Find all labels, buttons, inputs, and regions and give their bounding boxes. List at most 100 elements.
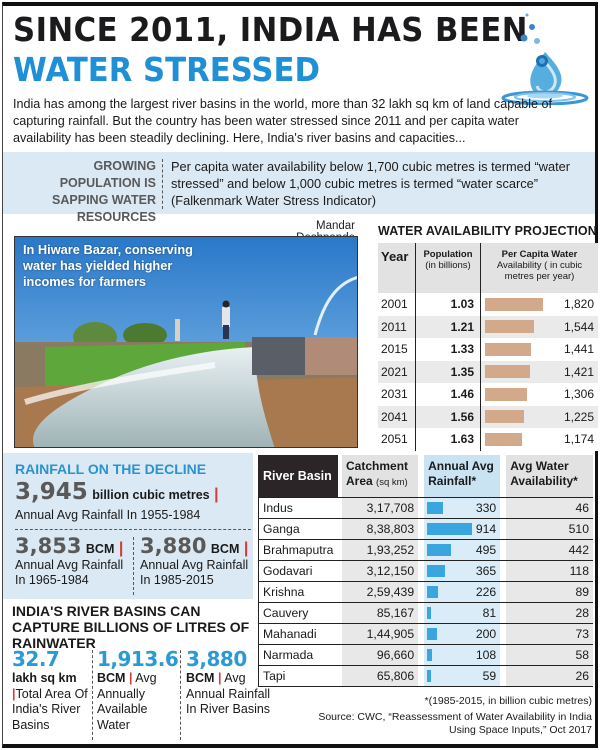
cell-availability: 1,421 [480,360,598,383]
headline-line-1: SINCE 2011, INDIA HAS BEEN [13,10,528,49]
projection-row: 2015 1.33 1,441 [378,338,598,361]
pipe-separator: | [217,671,222,685]
rainfall-main-unit: billion cubic metres [92,488,210,502]
cell-catchment: 2,59,439 [342,582,419,602]
cell-year: 2021 [381,364,408,379]
cell-rainfall: 59 [424,666,501,686]
rainfall-second-unit: BCM [85,542,115,556]
cell-catchment: 96,660 [342,645,419,665]
dashed-divider [15,529,251,530]
availability-value: 1,225 [563,409,594,424]
cell-rainfall: 226 [424,582,501,602]
cell-availability: 26 [506,666,593,686]
cell-basin: Godavari [258,561,339,581]
cell-availability: 1,820 [480,293,598,316]
cell-population: 1.03 [415,293,480,316]
stat-label: BCM | Avg Annual Rainfall In River Basin… [186,671,271,718]
rainfall-value: 200 [475,627,497,641]
header-population: Population (in billions) [415,243,480,293]
cell-basin: Tapi [258,666,339,686]
dashed-divider [133,537,134,595]
availability-value: 1,174 [563,432,594,447]
cell-population: 1.46 [415,383,480,406]
basins-capture-title: INDIA'S RIVER BASINS CAN CAPTURE BILLION… [12,603,250,651]
rainfall-bar [427,628,438,640]
river-table-row: Krishna 2,59,439 226 89 [258,581,593,602]
stat-total-area: 32.7 lakh sq km |Total Area Of India's Ri… [12,647,97,733]
rainfall-second-label: Annual Avg Rainfall In 1965-1984 [15,558,124,587]
header-per-capita: Per Capita Water Availability ( in cubic… [480,243,598,293]
cell-catchment: 65,806 [342,666,419,686]
river-table-row: Ganga 8,38,803 914 510 [258,518,593,539]
cell-basin: Indus [258,498,339,518]
header-population-label: Population [423,249,473,260]
cell-availability: 442 [506,540,593,560]
hiware-bazar-photo: In Hiware Bazar, conserving water has yi… [14,236,358,448]
stress-definition-band: GROWING POPULATION IS SAPPING WATER RESO… [3,152,595,224]
cell-availability: 73 [506,624,593,644]
header-year: Year [381,249,409,264]
cell-catchment: 8,38,803 [342,519,419,539]
stat-desc: Avg Annual Rainfall In River Basins [186,671,271,716]
cell-availability: 89 [506,582,593,602]
river-basin-table: River Basin Catchment Area (sq km) Annua… [258,455,594,687]
headline-line-2: WATER STRESSED [13,50,320,89]
header-catchment-label: Catchment [346,459,409,473]
river-table-rows: Indus 3,17,708 330 46 Ganga 8,38,803 914 510 Bra… [258,497,593,686]
cell-catchment: 3,17,708 [342,498,419,518]
water-drop-icon [501,13,589,105]
rainfall-second-value: 3,853 [15,534,82,558]
cell-year: 2001 [381,297,408,312]
availability-bar [485,342,531,356]
cell-year: 2015 [381,342,408,357]
table-bottom-rule [258,686,593,687]
cell-year: 2031 [381,387,408,402]
header-per-capita-label: Per Capita Water [501,249,578,260]
projection-rows: 2001 1.03 1,820 2011 1.21 1,544 2015 1.33 1,441 2… [378,293,598,451]
rainfall-bar [427,565,446,577]
stat-desc: Total Area Of India's River Basins [12,686,88,732]
header-population-unit: (in billions) [425,260,471,271]
availability-bar [485,432,522,446]
availability-bar [485,365,530,379]
stat-available-water: 1,913.6 BCM | Avg Annually Available Wat… [97,647,182,733]
stat-value: 3,880 [186,647,247,671]
availability-value: 1,306 [563,387,594,402]
rainfall-value: 914 [475,522,497,536]
stat-unit: BCM [186,671,215,685]
header-catchment: Catchment Area (sq km) [342,455,419,497]
dashed-divider [92,650,93,740]
cell-availability: 1,174 [480,428,598,451]
rainfall-main-label: Annual Avg Rainfall In 1955-1984 [15,508,201,522]
dashed-divider [162,159,163,209]
projection-row: 2011 1.21 1,544 [378,315,598,338]
rainfall-bar [427,586,439,598]
availability-value: 1,421 [563,364,594,379]
cell-year: 2041 [381,409,408,424]
cell-population: 1.63 [415,428,480,451]
cell-year: 2051 [381,432,408,447]
pipe-separator: | [128,671,133,685]
stat-desc: Avg Annually Available Water [97,671,157,732]
header-per-capita-unit: Availability ( in cubic metres per year) [496,260,583,282]
cell-basin: Cauvery [258,603,339,623]
river-table-row: Narmada 96,660 108 58 [258,644,593,665]
photo-caption: In Hiware Bazar, conserving water has yi… [23,242,193,289]
rainfall-bar [427,649,433,661]
cell-availability: 1,544 [480,315,598,338]
stat-unit: lakh sq km [12,671,77,685]
cell-rainfall: 495 [424,540,501,560]
river-table-row: Mahanadi 1,44,905 200 73 [258,623,593,644]
cell-availability: 58 [506,645,593,665]
cell-basin: Narmada [258,645,339,665]
rainfall-value: 330 [475,501,497,515]
availability-bar [485,297,543,311]
pipe-separator: | [214,486,219,503]
header-catchment-area: Area [346,474,373,488]
rainfall-third-value: 3,880 [140,534,207,558]
intro-paragraph: India has among the largest river basins… [13,97,553,145]
cell-availability: 1,225 [480,405,598,428]
cell-catchment: 85,167 [342,603,419,623]
availability-bar [485,320,534,334]
rainfall-value: 365 [475,564,497,578]
